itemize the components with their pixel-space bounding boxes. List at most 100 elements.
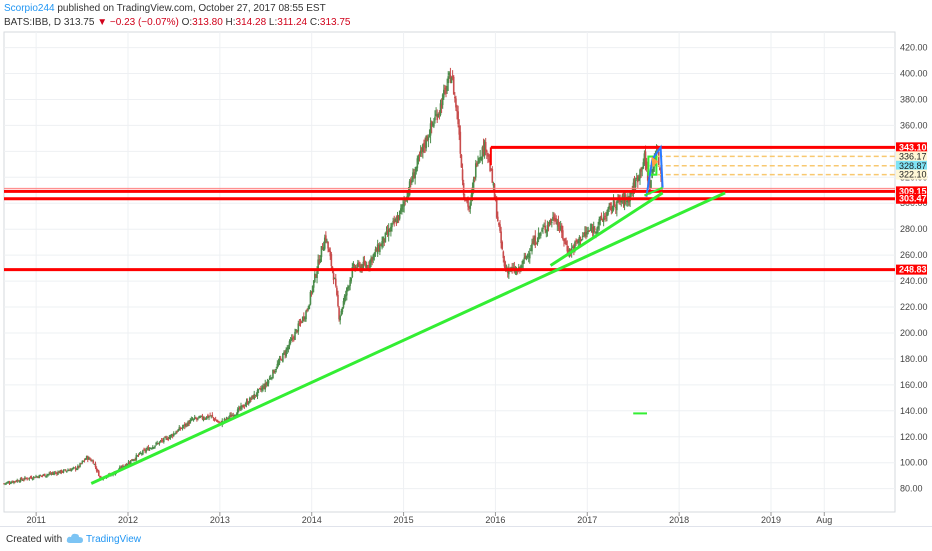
pattern-wave — [645, 144, 664, 197]
candle-body — [93, 463, 96, 465]
candle-body — [521, 266, 523, 268]
pattern-base — [644, 186, 663, 197]
candle-body — [239, 406, 241, 410]
candle-body — [594, 228, 596, 231]
close-value: 313.75 — [319, 17, 351, 28]
candle-body — [84, 458, 87, 460]
candle-body — [377, 245, 380, 251]
candle-body — [212, 417, 215, 419]
price-chart[interactable]: 80.00 100.00 120.00 140.00 160.00 180.00 200.0… — [0, 0, 932, 526]
candle-body — [514, 270, 517, 273]
candle-body — [172, 433, 175, 436]
candle-body — [591, 227, 594, 234]
candle-body — [334, 278, 337, 286]
y-tick-label: 220.00 — [900, 302, 928, 312]
candle-body — [318, 259, 321, 264]
candle-body — [520, 265, 522, 271]
candle-body — [47, 474, 49, 476]
candle-body — [350, 277, 353, 282]
candle-body — [365, 265, 368, 269]
candle-body — [196, 418, 198, 420]
candle-body — [52, 473, 55, 475]
candle-body — [659, 167, 661, 171]
candle-body — [359, 264, 361, 271]
candle-body — [207, 415, 209, 418]
candle-body — [271, 377, 273, 379]
plot-area — [3, 31, 896, 513]
candle-body — [576, 239, 578, 243]
candle-body — [314, 273, 316, 282]
candle-body — [18, 481, 21, 483]
pattern-arrow — [651, 156, 659, 167]
candle-body — [566, 245, 569, 252]
footer-bar: Created with TradingView — [0, 526, 932, 551]
open-label: O: — [181, 17, 193, 28]
candle-body — [600, 215, 603, 220]
candle-body — [229, 414, 231, 417]
candle-body — [170, 434, 173, 437]
candle-body — [447, 76, 450, 84]
candle-body — [59, 470, 62, 474]
symbol-header: Scorpio244 published on TradingView.com,… — [4, 2, 350, 30]
candle-body — [579, 237, 582, 242]
candle-body — [269, 377, 272, 379]
candle-body — [158, 441, 161, 444]
candle-body — [224, 419, 227, 421]
candle-body — [393, 219, 396, 224]
candle-body — [349, 279, 351, 287]
candle-body — [498, 222, 500, 226]
candle-body — [176, 431, 178, 433]
candle-body — [299, 322, 302, 324]
candle-body — [73, 467, 76, 469]
level-label-box — [896, 193, 927, 204]
candle-body — [417, 156, 420, 162]
candle-body — [373, 252, 376, 257]
tradingview-brand[interactable]: TradingView — [86, 534, 142, 545]
candle-body — [124, 465, 127, 467]
candle-body — [541, 229, 543, 231]
candle-body — [15, 480, 17, 482]
candle-body — [611, 208, 614, 210]
candle-body — [556, 222, 559, 225]
candle-body — [228, 417, 230, 419]
candle-body — [16, 480, 19, 482]
candle-body — [6, 482, 9, 484]
candle-body — [61, 471, 64, 473]
candle-body — [42, 474, 45, 476]
candle-body — [57, 471, 59, 475]
candle-body — [416, 158, 419, 169]
candle-body — [444, 88, 446, 90]
fib-label: 336.17 — [899, 151, 927, 161]
candle-body — [243, 406, 246, 408]
author-link[interactable]: Scorpio244 — [4, 3, 55, 14]
candle-body — [438, 112, 441, 114]
candle-body — [190, 418, 193, 421]
candle-body — [372, 254, 375, 260]
candle-body — [564, 238, 566, 241]
candle-body — [263, 386, 265, 389]
candle-body — [504, 264, 507, 270]
candle-body — [412, 172, 414, 182]
candle-body — [14, 481, 16, 483]
candle-body — [77, 466, 79, 469]
candle-body — [152, 446, 154, 449]
candle-body — [441, 94, 444, 106]
candle-body — [122, 465, 124, 468]
y-tick-label: 260.00 — [900, 250, 928, 260]
publish-line: Scorpio244 published on TradingView.com,… — [4, 2, 350, 16]
candle-body — [428, 136, 431, 138]
candle-body — [382, 236, 384, 244]
candle-body — [31, 478, 34, 480]
candle-body — [457, 111, 459, 125]
candle-body — [590, 229, 593, 231]
y-tick-label: 160.00 — [900, 380, 928, 390]
fib-label: 328.87 — [899, 161, 927, 171]
candle-body — [185, 423, 187, 426]
candle-body — [625, 200, 628, 202]
candle-body — [316, 271, 318, 279]
candle-body — [179, 428, 182, 430]
candle-body — [35, 476, 37, 478]
candle-body — [46, 474, 48, 476]
candle-body — [577, 240, 580, 244]
candle-body — [160, 440, 163, 442]
